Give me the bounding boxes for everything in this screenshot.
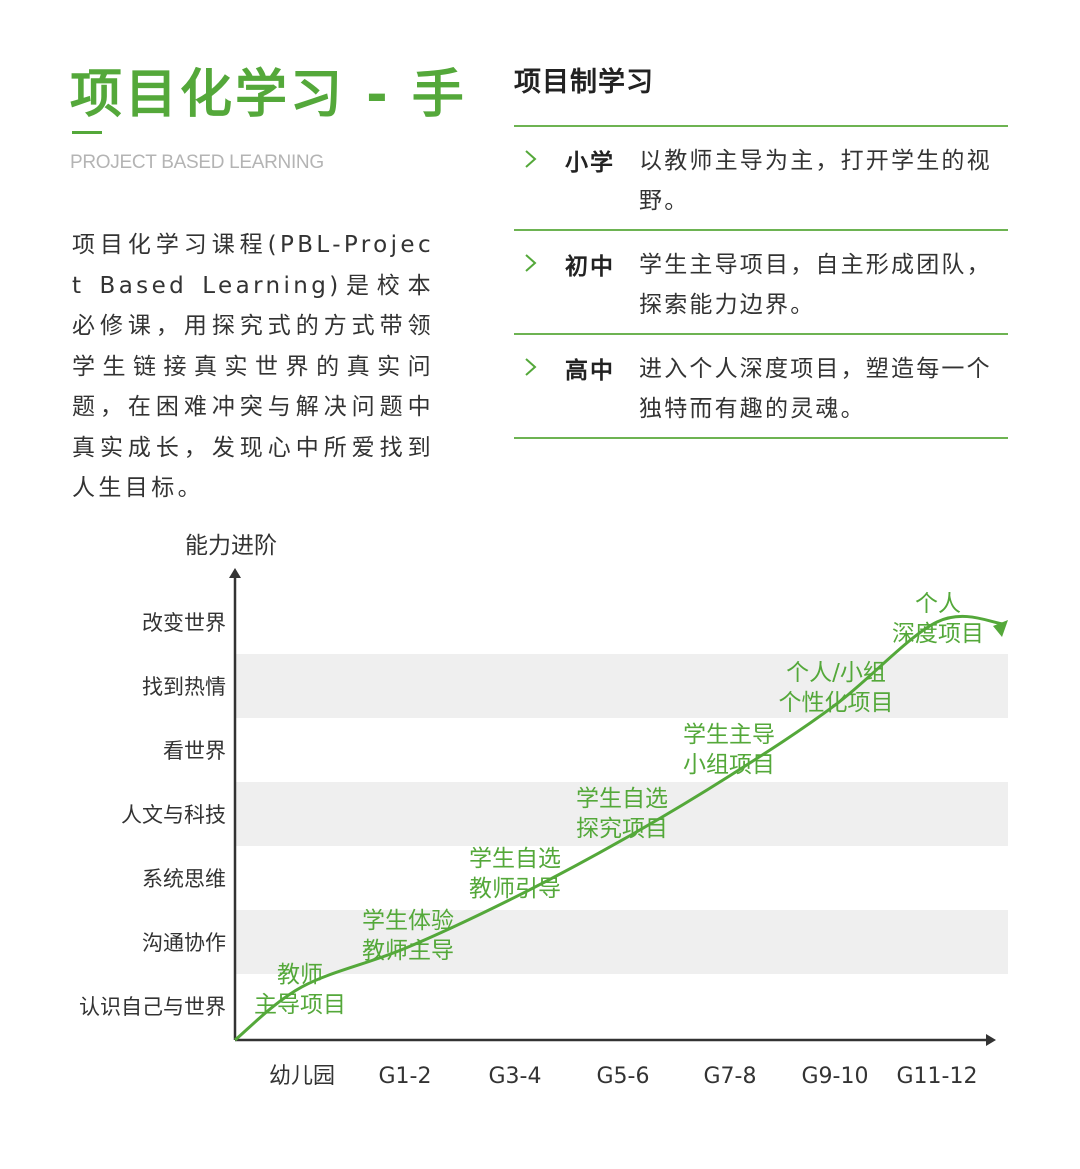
x-tick-label: G1-2	[379, 1064, 432, 1089]
stage-annotation: 个性化项目	[779, 690, 894, 716]
stage-annotation: 深度项目	[892, 621, 984, 647]
page-subtitle: PROJECT BASED LEARNING	[70, 152, 324, 173]
stage-level: 高中	[565, 358, 615, 384]
y-tick-label: 人文与科技	[121, 803, 226, 827]
y-tick-label: 改变世界	[142, 611, 226, 635]
stage-annotation: 学生自选	[469, 846, 561, 872]
section-title: 项目制学习	[514, 67, 654, 98]
stage-annotation: 主导项目	[254, 992, 346, 1018]
stage-list: 小学 以教师主导为主，打开学生的视野。 初中 学生主导项目，自主形成团队，探索能…	[514, 125, 1008, 439]
chart-band	[235, 654, 1008, 718]
page-title: 项目化学习 - 手	[70, 65, 467, 125]
stage-annotation: 教师引导	[469, 876, 561, 902]
growth-curve	[234, 614, 1005, 1042]
y-axis-title: 能力进阶	[185, 533, 277, 559]
stage-level: 小学	[565, 150, 615, 176]
stage-annotation: 学生体验	[362, 908, 454, 934]
y-tick-label: 认识自己与世界	[79, 995, 226, 1019]
stage-annotation: 教师主导	[362, 938, 454, 964]
stage-description: 以教师主导为主，打开学生的视野。	[639, 148, 992, 214]
x-tick-label: G5-6	[597, 1064, 650, 1089]
x-tick-label: 幼儿园	[269, 1064, 335, 1089]
y-tick-label: 系统思维	[142, 867, 226, 891]
stage-item-middle: 初中 学生主导项目，自主形成团队，探索能力边界。	[514, 231, 1008, 335]
y-axis-arrow	[229, 568, 241, 578]
growth-curve-arrow	[993, 620, 1008, 637]
chevron-right-icon	[525, 150, 537, 168]
stage-annotation: 学生自选	[576, 786, 668, 812]
x-tick-label: G9-10	[802, 1064, 869, 1089]
chevron-right-icon	[525, 358, 537, 376]
stage-annotation: 个人/小组	[786, 660, 886, 686]
stage-annotation: 小组项目	[683, 752, 775, 778]
stage-annotation: 教师	[277, 962, 323, 988]
x-tick-label: G11-12	[897, 1064, 978, 1089]
x-tick-label: G7-8	[704, 1064, 757, 1089]
stage-level: 初中	[565, 254, 615, 280]
intro-paragraph: 项目化学习课程(PBL-Project Based Learning)是校本必修…	[72, 232, 434, 501]
stage-item-primary: 小学 以教师主导为主，打开学生的视野。	[514, 127, 1008, 231]
x-tick-label: G3-4	[489, 1064, 542, 1089]
chart-band	[235, 910, 1008, 974]
chevron-right-icon	[525, 254, 537, 272]
stage-annotation: 探究项目	[576, 816, 668, 842]
stage-annotation: 个人	[915, 591, 961, 617]
x-axis-arrow	[986, 1034, 996, 1046]
y-tick-label: 沟通协作	[142, 931, 226, 955]
chart-band	[235, 782, 1008, 846]
stage-annotation: 学生主导	[683, 722, 775, 748]
stage-description: 学生主导项目，自主形成团队，探索能力边界。	[639, 252, 992, 318]
y-tick-label: 看世界	[163, 739, 226, 763]
y-tick-label: 找到热情	[142, 675, 226, 699]
stage-description: 进入个人深度项目，塑造每一个独特而有趣的灵魂。	[639, 356, 992, 422]
title-underline	[72, 131, 102, 134]
stage-item-high: 高中 进入个人深度项目，塑造每一个独特而有趣的灵魂。	[514, 335, 1008, 439]
